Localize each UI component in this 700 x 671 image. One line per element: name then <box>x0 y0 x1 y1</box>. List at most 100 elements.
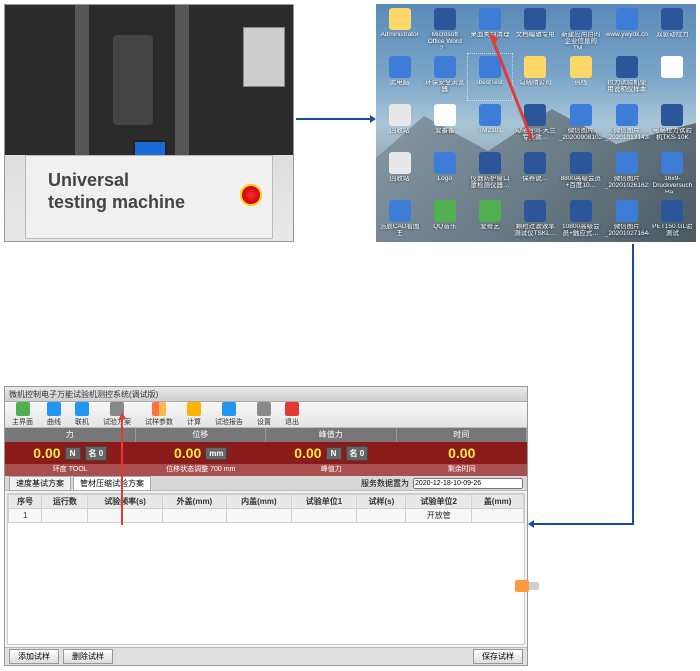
table-header: 内盖(mm) <box>227 495 291 509</box>
icon-label: Microsoft Office Word 2… <box>423 32 466 49</box>
icon-label: 颗粒过滤效率测试仪TSKL… <box>514 224 557 238</box>
app-icon <box>661 8 683 30</box>
toolbar-button-试验报告[interactable]: 试验报告 <box>212 401 246 428</box>
table-cell <box>42 509 88 523</box>
desktop-icon[interactable]: PET150.GL验测试 <box>651 198 694 242</box>
app-icon <box>389 8 411 30</box>
desktop-icon[interactable]: QQ音乐 <box>423 198 466 242</box>
icon-label: 拉力试验机使用说明仪样本 <box>605 80 649 94</box>
desktop-icon[interactable]: 颗粒过滤效率测试仪TSKL… <box>514 198 557 242</box>
server-field-group: 服务数据置为 <box>361 478 523 489</box>
server-date-input[interactable] <box>413 478 523 489</box>
readout-value-row: 0.00N名 00.00mm0.00N名 00.00 <box>5 442 527 464</box>
toolbar-button-退出[interactable]: 退出 <box>282 401 302 428</box>
desktop-icon[interactable]: 此电脑 <box>378 54 421 100</box>
app-icon <box>389 200 411 222</box>
toolbar-icon <box>257 402 271 416</box>
icon-label: 浩辰CAD看图王 <box>378 224 421 238</box>
desktop-icon[interactable]: Microsoft Office Word 2… <box>423 6 466 52</box>
floater-badge-icon <box>515 580 529 592</box>
machine-column-left <box>75 5 89 155</box>
app-icon <box>661 104 683 126</box>
window-title-bar: 微机控制电子万能试验机测控系统(调试版) <box>5 387 527 402</box>
desktop-icon[interactable]: 拉力试验机使用说明仪样本 <box>605 54 649 100</box>
desktop-icon[interactable]: 微信图片_20200908102637 <box>559 102 603 148</box>
icon-label: Logo <box>438 176 452 183</box>
icon-label: 新建应用目的企业信息的TM… <box>559 32 603 49</box>
desktop-icon[interactable]: 勾晓合同-天兰专业款… <box>514 102 557 148</box>
desktop-icon[interactable]: 微信图片_20201026162347 <box>605 150 649 196</box>
desktop-icon[interactable]: 回收站 <box>378 102 421 148</box>
desktop-icon[interactable]: 新建应用目的企业信息的TM… <box>559 6 603 52</box>
desktop-icon[interactable]: 8800高级会员+百度10… <box>559 150 603 196</box>
readout-unit: N <box>326 447 342 460</box>
footer-button[interactable]: 保存试样 <box>473 649 523 664</box>
app-icon <box>434 8 456 30</box>
software-window: 微机控制电子万能试验机测控系统(调试版) 主界面曲线联机试验方案试样参数计算试验… <box>4 386 528 666</box>
table-row[interactable]: 1开放管 <box>9 509 524 523</box>
scheme-tab[interactable]: 管材压缩试验方案 <box>73 476 151 491</box>
desktop-icon[interactable]: 勾晓晴公司 <box>514 54 557 100</box>
table-header: 盖(mm) <box>472 495 524 509</box>
footer-button[interactable]: 添加试样 <box>9 649 59 664</box>
readout-value: 0.00 <box>448 445 475 461</box>
desktop-icon[interactable]: ibestTest <box>468 54 511 100</box>
desktop-icon[interactable]: 16x9-Druckversuch Ha… <box>651 150 694 196</box>
desktop-icon[interactable]: 双驱动拉力 <box>651 6 694 52</box>
toolbar-button-联机[interactable]: 联机 <box>72 401 92 428</box>
machine-control-box <box>243 27 285 87</box>
toolbar-label: 设置 <box>257 417 271 427</box>
icon-label: 环保安全浏览器 <box>423 80 466 94</box>
desktop-icon[interactable]: 热线 <box>559 54 603 100</box>
toolbar-button-曲线[interactable]: 曲线 <box>44 401 64 428</box>
readout-tare-button[interactable]: 名 0 <box>85 446 108 461</box>
table-cell <box>162 509 226 523</box>
desktop-icon[interactable]: 桌面类别清理 <box>468 6 511 52</box>
icon-label: www.ywydx.cn <box>606 32 648 39</box>
icon-label: 回收站 <box>390 176 410 183</box>
desktop-icon[interactable]: Logo <box>423 150 466 196</box>
desktop-icon[interactable]: 浩辰CAD看图王 <box>378 198 421 242</box>
scheme-tab[interactable]: 速度基试方案 <box>9 476 71 491</box>
machine-base: Universal testing machine <box>25 155 273 239</box>
icon-label: 保养说… <box>522 176 548 183</box>
app-icon <box>616 56 638 78</box>
desktop-icon[interactable]: 文档编辑专用 <box>514 6 557 52</box>
app-icon <box>661 152 683 174</box>
machine-label-line1: Universal <box>48 170 129 190</box>
toolbar-button-主界面[interactable]: 主界面 <box>9 401 36 428</box>
toolbar-icon <box>187 402 201 416</box>
desktop-icon[interactable]: 保养说… <box>514 150 557 196</box>
readout-tare-button[interactable]: 名 0 <box>346 446 369 461</box>
table-header: 试样(s) <box>357 495 406 509</box>
desktop-icon[interactable]: 环保安全浏览器 <box>423 54 466 100</box>
desktop-icon[interactable]: 仪器防护窗口罩检测仪器… <box>468 150 511 196</box>
desktop-icon[interactable]: 爱番番 <box>423 102 466 148</box>
icon-label: 此电脑 <box>390 80 410 87</box>
icon-label: QQ音乐 <box>433 224 456 231</box>
flow-arrow-2 <box>530 523 634 525</box>
toolbar-button-试样参数[interactable]: 试样参数 <box>142 401 176 428</box>
icon-label: 双驱动拉力 <box>656 32 689 39</box>
toolbar-button-设置[interactable]: 设置 <box>254 401 274 428</box>
desktop-icon[interactable]: Administrator <box>378 6 421 52</box>
footer-button[interactable]: 删除试样 <box>63 649 113 664</box>
toolbar-button-计算[interactable]: 计算 <box>184 401 204 428</box>
icon-label: 桌面类别清理 <box>470 32 509 39</box>
desktop-icon[interactable]: 回收站 <box>378 150 421 196</box>
machine-photo-panel: Universal testing machine <box>4 4 294 242</box>
desktop-icon[interactable]: 电脑拉力试验机TKS-10K <box>651 102 694 148</box>
desktop-icon[interactable]: 爱奇艺 <box>468 198 511 242</box>
data-table: 序号运行数试验频率(s)外盖(mm)内盖(mm)试验单位1试样(s)试验单位2盖… <box>8 494 524 523</box>
window-title: 微机控制电子万能试验机测控系统(调试版) <box>9 390 158 399</box>
scheme-tabs: 速度基试方案管材压缩试验方案 <box>9 476 151 491</box>
desktop-icon[interactable]: 微信图片_20201027164403 <box>605 198 649 242</box>
desktop-icon[interactable] <box>651 54 694 100</box>
table-cell <box>357 509 406 523</box>
icon-label: 勾晓晴公司 <box>519 80 552 87</box>
desktop-icon[interactable]: www.ywydx.cn <box>605 6 649 52</box>
desktop-icon[interactable]: 10800高级会员+触应式… <box>559 198 603 242</box>
desktop-icon[interactable]: TM2101 <box>468 102 511 148</box>
toolbar-button-试验方案[interactable]: 试验方案 <box>100 401 134 428</box>
desktop-icon[interactable]: 微信图片_20201013143840 <box>605 102 649 148</box>
